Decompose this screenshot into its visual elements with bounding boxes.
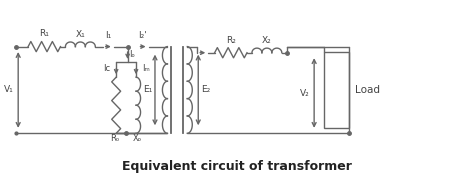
- Text: Equivalent circuit of transformer: Equivalent circuit of transformer: [122, 160, 352, 173]
- Text: Iₘ: Iₘ: [142, 63, 150, 73]
- Text: R₂: R₂: [226, 36, 236, 45]
- Text: V₂: V₂: [301, 88, 310, 97]
- Text: Xₒ: Xₒ: [133, 134, 142, 143]
- Text: Iₒ: Iₒ: [129, 50, 136, 59]
- Text: E₁: E₁: [143, 85, 153, 95]
- Text: I₁: I₁: [105, 31, 111, 40]
- Text: E₂: E₂: [201, 85, 210, 95]
- Text: Load: Load: [355, 85, 380, 95]
- Text: Iᴄ: Iᴄ: [103, 63, 110, 73]
- Text: V₁: V₁: [3, 85, 13, 95]
- Text: Rₒ: Rₒ: [110, 134, 119, 143]
- Text: R₁: R₁: [39, 29, 49, 38]
- Text: I₂': I₂': [138, 31, 147, 40]
- Text: X₁: X₁: [75, 30, 85, 39]
- Bar: [324, 52, 349, 128]
- Text: X₂: X₂: [262, 36, 272, 45]
